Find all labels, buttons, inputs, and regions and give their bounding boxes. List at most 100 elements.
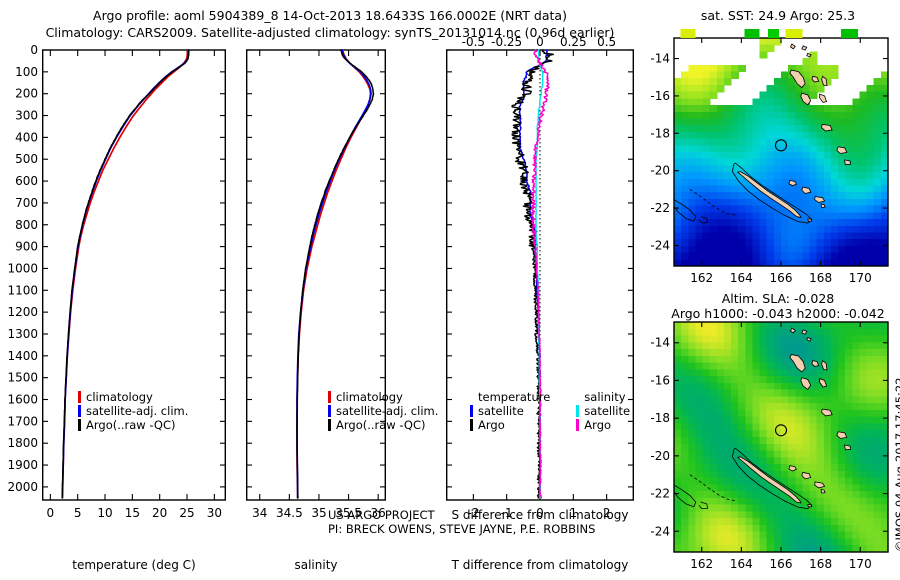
page-title-line2: Climatology: CARS2009. Satellite-adjuste… xyxy=(45,25,615,40)
svg-text:1600: 1600 xyxy=(7,393,38,407)
legend-swatch-argo-salinity xyxy=(328,419,331,431)
difference-xlabel-bottom: T difference from climatology xyxy=(451,558,629,572)
legend-item-satellite-salinity: satellite-adj. clim. xyxy=(328,404,438,418)
svg-text:-14: -14 xyxy=(650,336,670,350)
svg-text:15: 15 xyxy=(125,506,140,520)
svg-text:5: 5 xyxy=(74,506,82,520)
sst-map-canvas: 162 164 166 168 170 -14 -16 -18 -20 -22 -24 xyxy=(650,29,889,285)
temperature-legend: climatology satellite-adj. clim. Argo(..… xyxy=(78,390,188,432)
sst-map: 162 164 166 168 170 -14 -16 -18 -20 -22 -24 xyxy=(650,24,896,290)
difference-legend: temperature satellite Argo salinity sate… xyxy=(470,390,630,432)
legend-swatch-temp-satellite xyxy=(470,405,473,417)
svg-text:30: 30 xyxy=(207,506,222,520)
legend-item-sal-satellite: satellite xyxy=(576,404,630,418)
salinity-xlabel: salinity xyxy=(294,558,338,572)
svg-text:900: 900 xyxy=(15,240,38,254)
legend-label-argo-salinity: Argo(..raw -QC) xyxy=(336,418,426,432)
project-credit-line1: US ARGO PROJECT xyxy=(328,508,435,522)
svg-text:170: 170 xyxy=(849,557,872,571)
page-title-line1: Argo profile: aoml 5904389_8 14-Oct-2013… xyxy=(93,8,567,23)
legend-swatch-satellite xyxy=(78,405,81,417)
svg-text:36: 36 xyxy=(371,506,386,520)
svg-text:1700: 1700 xyxy=(7,414,38,428)
legend-label-temp-argo: Argo xyxy=(478,418,505,432)
svg-text:1400: 1400 xyxy=(7,349,38,363)
svg-text:-22: -22 xyxy=(650,487,670,501)
svg-text:500: 500 xyxy=(15,152,38,166)
svg-text:-20: -20 xyxy=(650,449,670,463)
salinity-panel: 34 34.5 35 35.5 36 xyxy=(245,44,387,528)
difference-legend-temperature: temperature satellite Argo xyxy=(470,390,550,432)
sst-map-title: sat. SST: 24.9 Argo: 25.3 xyxy=(700,8,856,23)
svg-text:34.5: 34.5 xyxy=(276,506,303,520)
svg-text:0: 0 xyxy=(536,35,544,49)
salinity-legend: climatology satellite-adj. clim. Argo(..… xyxy=(328,390,438,432)
legend-swatch-climatology-salinity xyxy=(328,391,331,403)
sla-map-canvas: 162 164 166 168 170 -14 -16 -18 -20 -22 -24 xyxy=(650,321,889,571)
sla-map-title-line2: Argo h1000: -0.043 h2000: -0.042 xyxy=(671,306,885,321)
svg-text:1000: 1000 xyxy=(7,261,38,275)
imos-credit-text: ©IMOS 04-Aug-2017 17:45:22 xyxy=(893,377,900,552)
svg-text:1900: 1900 xyxy=(7,458,38,472)
difference-panel: -2 -1 0 1 2 -0.5 -0.25 0 0.25 0.5 xyxy=(445,35,635,528)
svg-text:-18: -18 xyxy=(650,411,670,425)
legend-swatch-sal-argo xyxy=(576,419,580,431)
legend-label-climatology-salinity: climatology xyxy=(336,390,403,404)
svg-text:10: 10 xyxy=(97,506,112,520)
svg-text:-16: -16 xyxy=(650,373,670,387)
legend-swatch-sal-satellite xyxy=(576,405,580,417)
legend-item-temp-satellite: satellite xyxy=(470,404,550,418)
legend-header-salinity: salinity xyxy=(584,390,626,404)
temperature-plot: 0100200300400500600700800900100011001200… xyxy=(7,43,227,520)
svg-text:-1: -1 xyxy=(501,506,513,520)
svg-text:300: 300 xyxy=(15,109,38,123)
legend-item-temp-argo: Argo xyxy=(470,418,550,432)
svg-text:-0.25: -0.25 xyxy=(491,35,522,49)
svg-text:0: 0 xyxy=(47,506,55,520)
legend-item-argo: Argo(..raw -QC) xyxy=(78,418,188,432)
svg-text:-18: -18 xyxy=(650,126,670,140)
svg-text:2000: 2000 xyxy=(7,480,38,494)
svg-text:34: 34 xyxy=(252,506,267,520)
sla-map-title-line1: Altim. SLA: -0.028 xyxy=(721,291,835,306)
legend-item-sal-argo: Argo xyxy=(576,418,630,432)
legend-label-argo: Argo(..raw -QC) xyxy=(86,418,176,432)
svg-text:1200: 1200 xyxy=(7,305,38,319)
legend-swatch-temp-argo xyxy=(470,419,473,431)
svg-text:200: 200 xyxy=(15,87,38,101)
svg-text:700: 700 xyxy=(15,196,38,210)
svg-text:1: 1 xyxy=(570,506,578,520)
svg-text:1100: 1100 xyxy=(7,283,38,297)
svg-text:2: 2 xyxy=(603,506,611,520)
svg-text:168: 168 xyxy=(809,271,832,285)
svg-text:168: 168 xyxy=(809,557,832,571)
svg-text:1500: 1500 xyxy=(7,371,38,385)
legend-item-argo-salinity: Argo(..raw -QC) xyxy=(328,418,438,432)
svg-text:-24: -24 xyxy=(650,238,670,252)
svg-text:20: 20 xyxy=(152,506,167,520)
svg-text:-24: -24 xyxy=(650,524,670,538)
svg-text:1800: 1800 xyxy=(7,436,38,450)
svg-text:164: 164 xyxy=(730,271,753,285)
legend-swatch-climatology xyxy=(78,391,81,403)
svg-text:170: 170 xyxy=(849,271,872,285)
salinity-plot: 34 34.5 35 35.5 36 xyxy=(245,49,387,520)
svg-text:400: 400 xyxy=(15,130,38,144)
svg-text:-20: -20 xyxy=(650,164,670,178)
project-credit-line2: PI: BRECK OWENS, STEVE JAYNE, P.E. ROBBI… xyxy=(328,522,596,536)
svg-text:-22: -22 xyxy=(650,201,670,215)
svg-text:164: 164 xyxy=(730,557,753,571)
legend-item-climatology-salinity: climatology xyxy=(328,390,438,404)
svg-text:162: 162 xyxy=(690,557,713,571)
temperature-xlabel: temperature (deg C) xyxy=(72,558,196,572)
difference-plot: -2 -1 0 1 2 -0.5 -0.25 0 0.25 0.5 xyxy=(445,35,635,520)
legend-swatch-argo xyxy=(78,419,81,431)
legend-label-sal-satellite: satellite xyxy=(584,404,631,418)
project-credit: US ARGO PROJECT PI: BRECK OWENS, STEVE J… xyxy=(328,508,595,536)
sla-map: 162 164 166 168 170 -14 -16 -18 -20 -22 -24 xyxy=(650,320,896,576)
svg-text:0: 0 xyxy=(30,43,38,57)
legend-label-satellite-salinity: satellite-adj. clim. xyxy=(336,404,439,418)
svg-text:0: 0 xyxy=(536,506,544,520)
temperature-panel: 0 100 200 300 400 500 600 700 800 900 1000 1100 1200… xyxy=(7,43,227,528)
svg-text:-14: -14 xyxy=(650,52,670,66)
